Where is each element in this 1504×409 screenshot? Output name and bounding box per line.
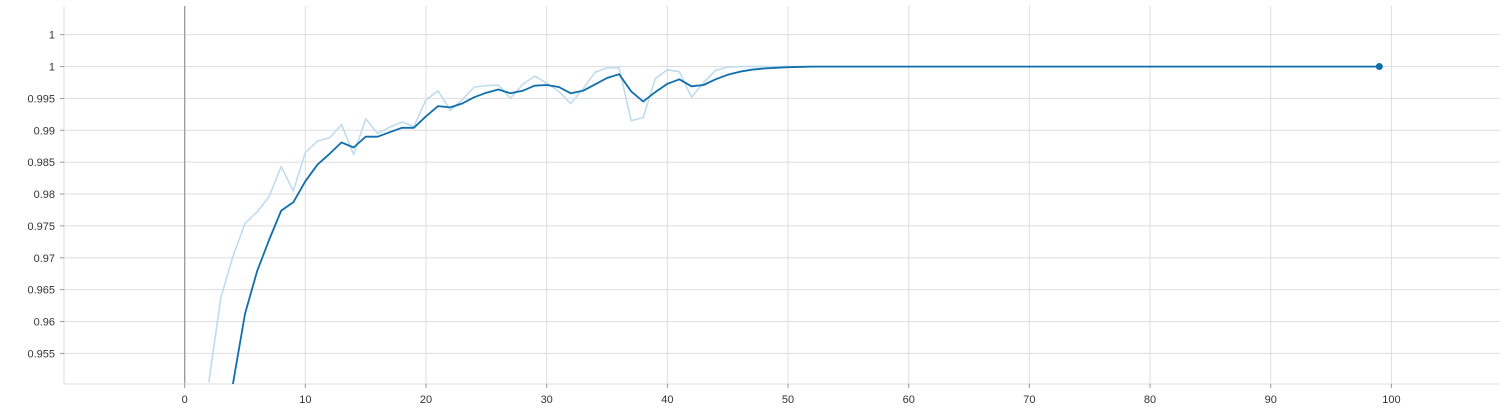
y-tick-label: 0.975 <box>27 221 55 233</box>
x-tick-label: 80 <box>1144 394 1156 406</box>
x-tick-label: 90 <box>1265 394 1277 406</box>
y-tick-label: 1 <box>49 62 55 74</box>
x-axis-ticks: 0 10 20 30 40 50 60 70 80 90 100 <box>182 384 1401 406</box>
y-tick-label: 0.96 <box>34 317 55 329</box>
x-tick-label: 50 <box>782 394 794 406</box>
y-tick-label: 0.995 <box>27 93 55 105</box>
x-tick-label: 10 <box>299 394 311 406</box>
x-tick-label: 30 <box>541 394 553 406</box>
y-tick-label: 0.98 <box>34 189 55 201</box>
chart-grid <box>64 6 1500 384</box>
y-tick-label: 1 <box>49 30 55 42</box>
x-tick-label: 100 <box>1382 394 1400 406</box>
y-tick-label: 0.97 <box>34 253 55 265</box>
y-tick-label: 0.955 <box>27 348 55 360</box>
x-tick-label: 70 <box>1023 394 1035 406</box>
x-tick-label: 20 <box>420 394 432 406</box>
series-layer <box>208 63 1383 384</box>
smoothed-series-line <box>232 65 1380 384</box>
y-tick-label: 0.985 <box>27 157 55 169</box>
y-tick-label: 0.99 <box>34 125 55 137</box>
x-tick-label: 60 <box>903 394 915 406</box>
x-tick-label: 0 <box>182 394 188 406</box>
y-axis-ticks: 0.955 0.96 0.965 0.97 0.975 0.98 0.985 0.99 0.99… <box>27 30 64 360</box>
raw-series-line <box>208 65 1380 383</box>
plot-axes <box>63 6 1500 385</box>
last-point-marker <box>1375 63 1383 71</box>
x-tick-label: 40 <box>661 394 673 406</box>
y-tick-label: 0.965 <box>27 285 55 297</box>
